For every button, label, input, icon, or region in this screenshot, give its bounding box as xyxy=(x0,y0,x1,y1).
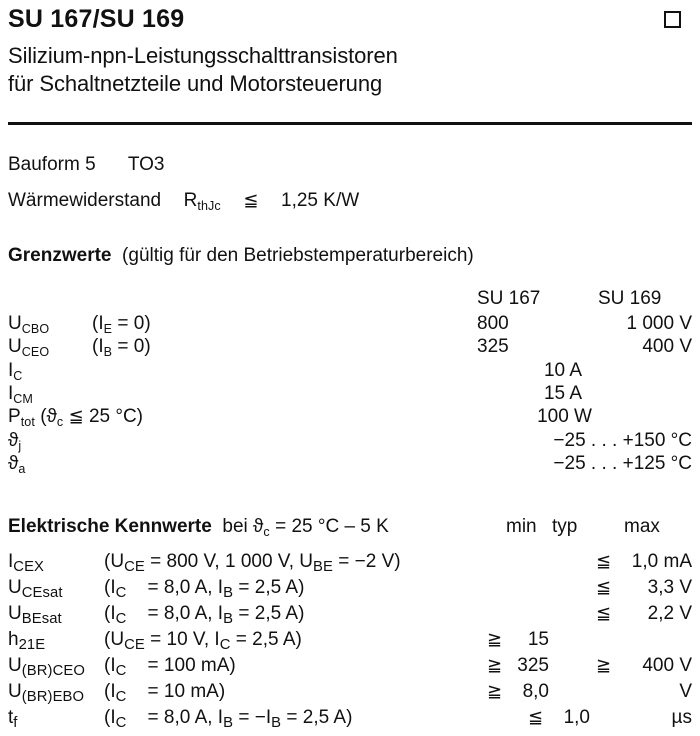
electrical-row-condition: (IC = 10 mA) xyxy=(104,681,226,706)
electrical-row-symbol: U(BR)CEO xyxy=(8,655,85,680)
electrical-row-symbol: UBEsat xyxy=(8,603,62,628)
thermal-resistance-value: 1,25 K/W xyxy=(281,190,360,211)
electrical-max-value: 3,3 V xyxy=(647,577,692,598)
electrical-unit: µs xyxy=(671,707,692,728)
electrical-max-value: V xyxy=(679,681,692,702)
package-label: Bauform 5 xyxy=(8,154,96,175)
electrical-max-operator: ≧ xyxy=(596,655,612,675)
electrical-row-symbol: tf xyxy=(8,707,18,732)
thermal-resistance-label: Wärmewiderstand xyxy=(8,190,162,211)
electrical-max-operator: ≦ xyxy=(596,603,612,623)
electrical-min-value: 8,0 xyxy=(522,681,549,702)
limits-row-symbol: UCEO xyxy=(8,336,50,359)
limits-heading-note: (gültig für den Betriebstemperaturbereic… xyxy=(122,245,474,266)
electrical-min-operator: ≧ xyxy=(487,655,503,675)
limits-value-su167: 325 xyxy=(477,336,509,357)
electrical-section-heading: Elektrische Kennwerte bei ϑc = 25 °C – 5… xyxy=(8,516,389,539)
package-value: TO3 xyxy=(127,154,165,175)
electrical-min-operator: ≧ xyxy=(487,681,503,701)
thermal-resistance-symbol: RthJc xyxy=(183,190,221,213)
electrical-max-value: 400 V xyxy=(642,655,692,676)
electrical-max-operator: ≦ xyxy=(596,551,612,571)
column-header-typ: typ xyxy=(552,516,578,537)
electrical-typ-value: 1,0 xyxy=(563,707,590,728)
limits-col-header-su167: SU 167 xyxy=(477,288,541,309)
limits-row-condition: (IE = 0) xyxy=(92,313,151,336)
limits-row-symbol: ϑa xyxy=(8,453,26,476)
limits-section-heading: Grenzwerte (gültig für den Betriebstempe… xyxy=(8,245,474,267)
limits-heading-bold: Grenzwerte xyxy=(8,245,112,266)
electrical-row-symbol: UCEsat xyxy=(8,577,63,602)
electrical-max-value: 2,2 V xyxy=(647,603,692,624)
electrical-row-condition: (UCE = 800 V, 1 000 V, UBE = −2 V) xyxy=(104,551,401,576)
limits-row-symbol: ICM xyxy=(8,383,33,406)
electrical-row-symbol: h21E xyxy=(8,629,46,654)
electrical-heading-bold: Elektrische Kennwerte xyxy=(8,516,212,537)
limits-row-symbol: IC xyxy=(8,360,23,383)
electrical-heading-note: bei ϑc = 25 °C – 5 K xyxy=(222,516,389,539)
electrical-row-symbol: U(BR)EBO xyxy=(8,681,85,706)
thermal-resistance-operator: ≦ xyxy=(243,190,259,210)
column-header-max: max xyxy=(624,516,660,537)
page-subtitle: Silizium-npn-Leistungsschalttransistoren… xyxy=(8,42,398,98)
electrical-min-value: 15 xyxy=(527,629,549,650)
limits-value-su167: 800 xyxy=(477,313,509,334)
limits-row-condition: (IB = 0) xyxy=(92,336,151,359)
limits-value-common: 10 A xyxy=(543,360,582,381)
electrical-row-condition: (UCE = 10 V, IC = 2,5 A) xyxy=(104,629,302,654)
electrical-row-condition: (IC = 100 mA) xyxy=(104,655,236,680)
limits-value-common: 15 A xyxy=(543,383,582,404)
electrical-row-condition: (IC = 8,0 A, IB = 2,5 A) xyxy=(104,603,305,628)
limits-value-su169: 400 V xyxy=(642,336,692,357)
electrical-min-value: 325 xyxy=(517,655,549,676)
electrical-row-condition: (IC = 8,0 A, IB = −IB = 2,5 A) xyxy=(104,707,353,732)
limits-row-symbol: Ptot (ϑc ≦ 25 °C) xyxy=(8,406,144,429)
limits-row-symbol: ϑj xyxy=(8,430,22,453)
page-title: SU 167/SU 169 xyxy=(8,5,185,33)
square-outline-icon xyxy=(664,11,681,28)
subtitle-line-2: für Schaltnetzteile und Motorsteuerung xyxy=(8,71,383,96)
column-header-min: min xyxy=(506,516,537,537)
header-divider xyxy=(8,122,692,125)
limits-value-su169: 1 000 V xyxy=(626,313,693,334)
limits-value-common: 100 W xyxy=(537,406,592,427)
limits-row-symbol: UCBO xyxy=(8,313,50,336)
limits-value-common: −25 . . . +150 °C xyxy=(553,430,692,451)
electrical-row-symbol: ICEX xyxy=(8,551,45,576)
thermal-resistance-line: Wärmewiderstand RthJc ≦ 1,25 K/W xyxy=(8,190,360,213)
electrical-max-value: 1,0 mA xyxy=(631,551,692,572)
package-line: Bauform 5 TO3 xyxy=(8,154,164,176)
electrical-typ-operator: ≦ xyxy=(528,707,544,727)
limits-value-common: −25 . . . +125 °C xyxy=(553,453,692,474)
electrical-min-operator: ≧ xyxy=(487,629,503,649)
subtitle-line-1: Silizium-npn-Leistungsschalttransistoren xyxy=(8,43,398,68)
electrical-row-condition: (IC = 8,0 A, IB = 2,5 A) xyxy=(104,577,305,602)
limits-col-header-su169: SU 169 xyxy=(598,288,662,309)
electrical-max-operator: ≦ xyxy=(596,577,612,597)
